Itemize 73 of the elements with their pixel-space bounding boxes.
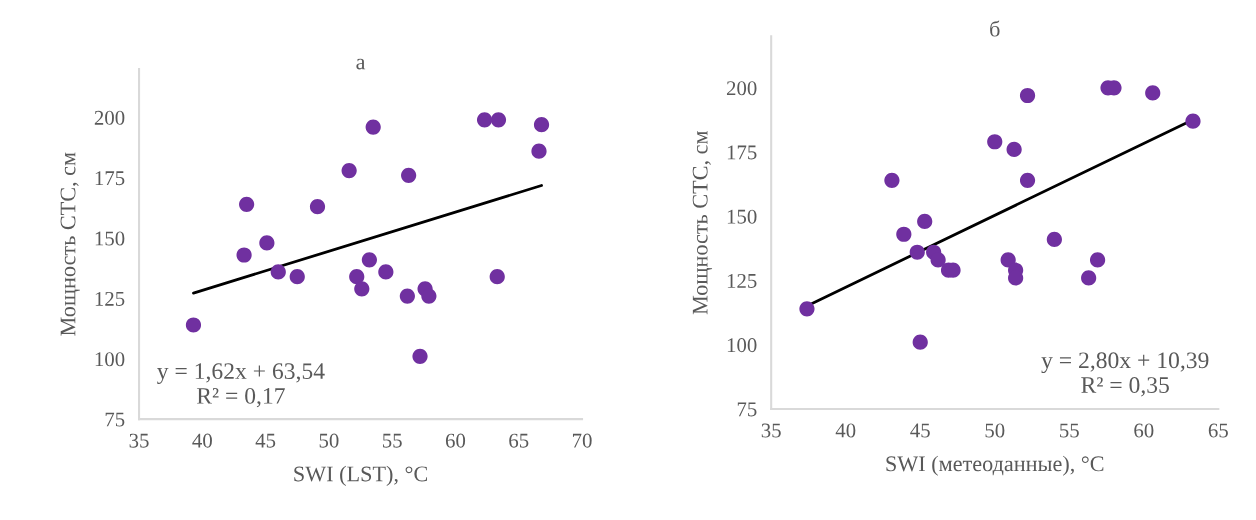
y-tick-label: 200 xyxy=(94,110,125,125)
chart-title: а xyxy=(356,58,366,70)
point xyxy=(476,112,493,128)
point xyxy=(490,112,507,128)
point xyxy=(401,167,417,183)
x-tick-label: 35 xyxy=(761,423,781,438)
point xyxy=(1019,172,1036,188)
x-tick-label: 35 xyxy=(129,433,149,448)
y-tick-label: 125 xyxy=(95,291,125,306)
x-tick-label: 40 xyxy=(192,433,212,448)
y-tick-label: 125 xyxy=(727,273,757,288)
point xyxy=(884,172,900,188)
x-tick-label: 65 xyxy=(1208,423,1228,438)
y-tick-label: 175 xyxy=(727,145,757,160)
annotation: y = 2,80x + 10,39 R² = 0,35 xyxy=(1041,352,1209,397)
point xyxy=(399,288,415,304)
point xyxy=(354,281,370,297)
point xyxy=(341,162,357,179)
x-tick-label: 55 xyxy=(1060,423,1079,438)
point xyxy=(1185,113,1201,129)
point xyxy=(421,288,437,304)
point xyxy=(309,199,326,215)
x-tick-label: 40 xyxy=(835,423,856,438)
y-tick-label: 75 xyxy=(105,412,125,427)
point xyxy=(1145,85,1161,101)
point xyxy=(987,134,1003,150)
x-tick-label: 45 xyxy=(910,423,930,438)
y-tick-label: 175 xyxy=(95,171,125,186)
y-tick-label: 150 xyxy=(95,231,125,246)
y-tick-label: 100 xyxy=(727,338,757,353)
point xyxy=(378,264,394,280)
annotation: y = 1,62x + 63,54 R² = 0,17 xyxy=(157,363,325,408)
point xyxy=(799,301,815,317)
point xyxy=(930,252,946,268)
x-tick-label: 50 xyxy=(319,433,339,448)
x-axis-title: SWI (метеоданные), °C xyxy=(886,455,1104,476)
point xyxy=(236,247,252,263)
point xyxy=(1019,87,1036,104)
point xyxy=(917,213,933,230)
point xyxy=(896,226,912,242)
point xyxy=(531,143,547,159)
y-axis-title: Мощность СТС, см xyxy=(60,152,80,336)
x-tick-label: 60 xyxy=(1134,423,1154,438)
x-tick-label: 65 xyxy=(509,433,529,448)
y-tick-label: 200 xyxy=(726,81,757,96)
y-tick-label: 75 xyxy=(737,402,757,417)
x-tick-label: 55 xyxy=(382,433,402,448)
point xyxy=(909,244,925,260)
x-tick-label: 60 xyxy=(445,433,466,448)
point xyxy=(270,264,286,280)
point xyxy=(533,117,550,133)
point xyxy=(349,269,365,285)
point xyxy=(239,196,255,212)
point xyxy=(1006,141,1022,158)
x-tick-label: 70 xyxy=(572,433,592,448)
point xyxy=(1081,270,1097,286)
point xyxy=(289,269,305,285)
point xyxy=(361,252,377,268)
chart-title: б xyxy=(990,20,1000,37)
point xyxy=(1089,252,1106,268)
y-axis-title: Мощность СТС, см xyxy=(692,130,713,315)
y-tick-label: 100 xyxy=(95,352,125,367)
point xyxy=(412,348,428,364)
x-tick-label: 45 xyxy=(255,433,276,448)
x-tick-label: 50 xyxy=(985,423,1005,438)
point xyxy=(365,119,381,135)
point xyxy=(912,334,928,350)
point xyxy=(259,235,275,251)
x-axis-title: SWI (LST), °C xyxy=(294,465,428,486)
y-tick-label: 150 xyxy=(727,209,757,224)
point xyxy=(185,317,202,333)
point xyxy=(489,269,505,285)
point xyxy=(1046,231,1062,247)
